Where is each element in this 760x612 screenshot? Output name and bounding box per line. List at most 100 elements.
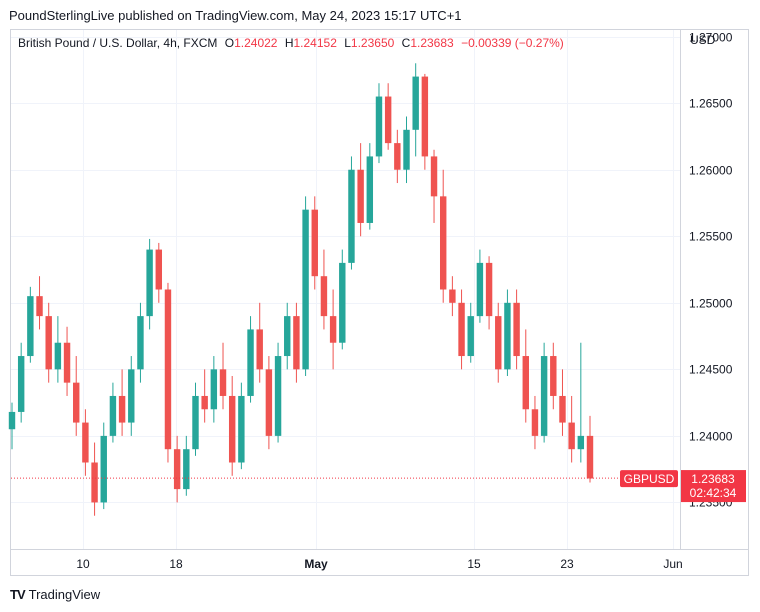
candle-body xyxy=(192,395,199,450)
candle-body xyxy=(586,435,594,479)
candle-body xyxy=(550,356,557,396)
open-value: 1.24022 xyxy=(234,36,278,50)
candle-body xyxy=(247,329,254,396)
candle-body xyxy=(467,316,474,357)
price-tick-label: 1.25000 xyxy=(689,297,733,311)
candle-body xyxy=(201,395,208,410)
candle-body xyxy=(403,129,410,170)
candle-body xyxy=(394,143,401,170)
candle-body xyxy=(128,369,135,423)
candle-body xyxy=(17,356,25,412)
candle-body xyxy=(412,76,419,130)
time-tick-label: 15 xyxy=(467,557,481,571)
high-label: H xyxy=(284,36,294,50)
candle-body xyxy=(228,395,236,463)
tradingview-brand[interactable]: TV TradingView xyxy=(10,587,100,602)
candle-body xyxy=(27,296,34,357)
candle-body xyxy=(219,369,227,396)
price-tag-value: 1.23683 xyxy=(691,472,735,486)
low-label: L xyxy=(344,36,351,50)
candle-body xyxy=(384,96,392,144)
candle-body xyxy=(238,395,245,463)
high-value: 1.24152 xyxy=(293,36,337,50)
candle-body xyxy=(357,169,364,223)
candle-body xyxy=(146,249,153,317)
ohlc-legend: British Pound / U.S. Dollar, 4h, FXCM O1… xyxy=(18,36,564,50)
candle-body xyxy=(348,169,355,263)
symbol-tag xyxy=(620,470,678,488)
grid-lines xyxy=(11,30,680,549)
time-tick-label: Jun xyxy=(663,557,682,571)
currency-label: USD xyxy=(690,33,716,47)
symbol-description: British Pound / U.S. Dollar, 4h, FXCM xyxy=(18,36,218,50)
candle-body xyxy=(265,369,273,436)
candle-body xyxy=(293,316,300,370)
candle-body xyxy=(73,382,80,423)
candle-body xyxy=(439,196,447,290)
price-tick-label: 1.27000 xyxy=(689,31,733,45)
candle-body xyxy=(513,302,520,357)
open-label: O xyxy=(224,36,235,50)
price-tick-label: 1.26000 xyxy=(689,164,733,178)
candle-body xyxy=(421,76,429,157)
time-tick-label: 10 xyxy=(76,557,90,571)
price-tick-label: 1.26500 xyxy=(689,97,733,111)
candle-body xyxy=(568,422,575,450)
symbol-tag-label: GBPUSD xyxy=(624,472,675,486)
tradingview-logo-icon: TV xyxy=(10,587,26,602)
time-tick-label: 23 xyxy=(560,557,574,571)
candle-body xyxy=(82,422,89,463)
candle-body xyxy=(559,395,566,423)
candle-body xyxy=(366,156,374,223)
candle-body xyxy=(329,316,337,343)
time-tick-label: May xyxy=(304,557,328,571)
candle-body xyxy=(495,316,502,370)
candle-body xyxy=(45,316,52,370)
candle-body xyxy=(577,435,585,450)
candle-body xyxy=(173,449,181,490)
candle-body xyxy=(339,262,346,343)
low-value: 1.23650 xyxy=(350,36,395,50)
close-value: 1.23683 xyxy=(410,36,454,50)
candle-body xyxy=(302,209,309,370)
candle-body xyxy=(476,262,484,317)
candle-body xyxy=(485,262,493,317)
candle-body xyxy=(183,449,190,490)
change-value: −0.00339 (−0.27%) xyxy=(461,36,564,50)
price-axis: 1.235001.240001.245001.250001.255001.260… xyxy=(680,30,733,549)
candle-body xyxy=(311,209,318,277)
close-label: C xyxy=(401,36,411,50)
time-axis: 10 18 May 15 23 Jun xyxy=(11,549,749,571)
brand-name: TradingView xyxy=(28,587,101,602)
candle-body xyxy=(458,302,465,357)
candle-body xyxy=(210,369,218,410)
candle-body xyxy=(522,356,529,410)
candle-body xyxy=(504,302,511,370)
candle-body xyxy=(137,316,144,370)
candle-body xyxy=(100,435,107,503)
candle-body xyxy=(540,356,548,436)
chart-frame[interactable] xyxy=(10,29,749,576)
candle-body xyxy=(320,276,328,317)
candles xyxy=(8,63,594,516)
candle-body xyxy=(109,395,117,436)
price-tick-label: 1.24500 xyxy=(689,363,733,377)
candle-body xyxy=(430,156,438,197)
candle-body xyxy=(36,296,43,317)
candle-body xyxy=(375,96,383,157)
candle-body xyxy=(8,411,16,430)
time-tick-label: 18 xyxy=(169,557,183,571)
candle-body xyxy=(63,342,71,383)
candle-body xyxy=(118,395,126,423)
candle-body xyxy=(54,342,62,370)
bar-countdown: 02:42:34 xyxy=(690,486,737,500)
candle-body xyxy=(274,356,282,436)
price-tick-label: 1.24000 xyxy=(689,430,733,444)
candle-body xyxy=(256,329,263,370)
candle-body xyxy=(531,409,539,436)
price-tag xyxy=(681,470,746,503)
candle-body xyxy=(164,289,172,450)
publish-info: PoundSterlingLive published on TradingVi… xyxy=(9,8,462,23)
